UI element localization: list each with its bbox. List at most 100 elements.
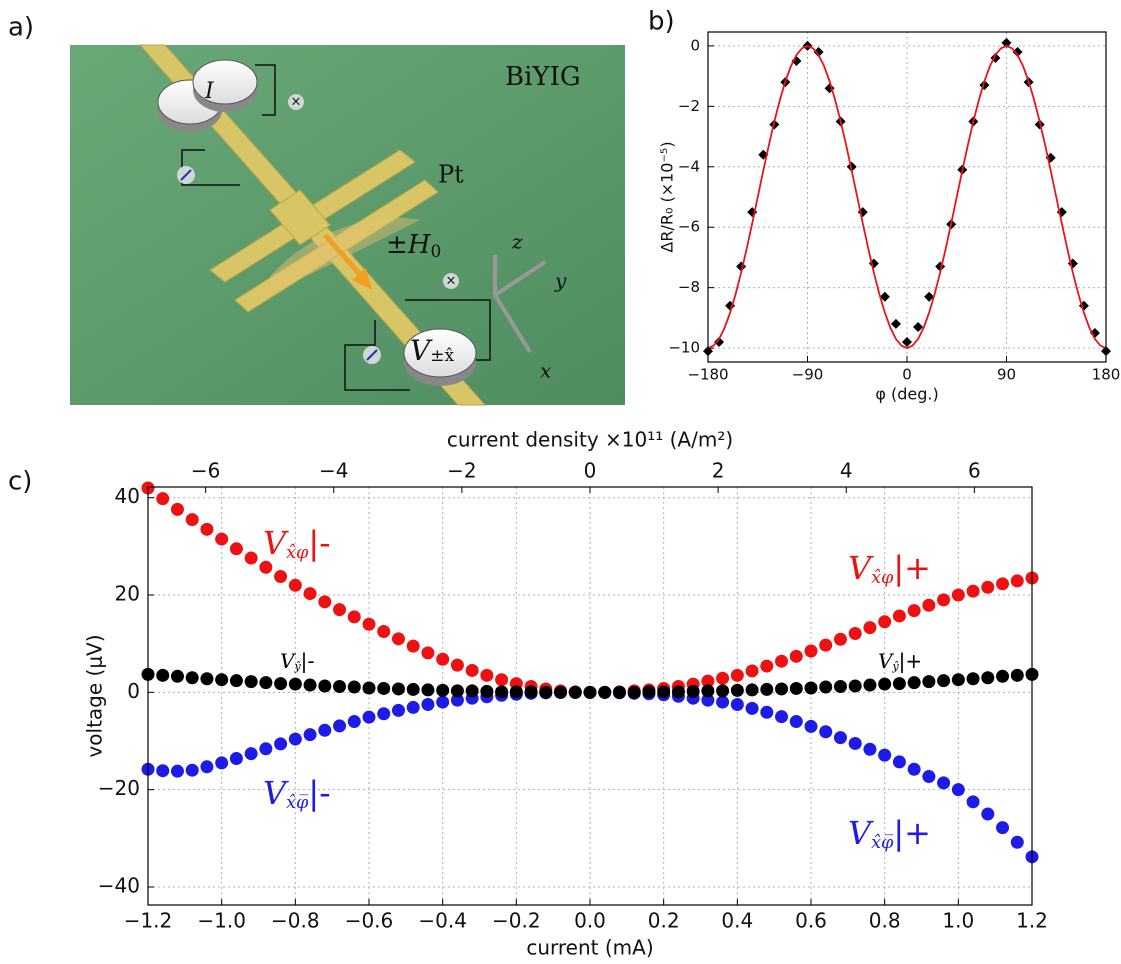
data-point bbox=[878, 615, 892, 629]
data-point bbox=[848, 736, 862, 750]
data-point bbox=[804, 681, 818, 695]
data-point bbox=[981, 807, 995, 821]
x-tick-label: −1.2 bbox=[124, 909, 173, 933]
field-arrowhead bbox=[352, 268, 372, 290]
annotation-main: V bbox=[263, 774, 289, 812]
data-point bbox=[937, 776, 951, 790]
x2-tick-label: 6 bbox=[968, 459, 981, 483]
data-point bbox=[465, 684, 479, 698]
data-point bbox=[318, 595, 332, 609]
axis-label: z bbox=[511, 230, 523, 254]
x2-tick-label: −4 bbox=[319, 459, 348, 483]
data-point bbox=[170, 669, 184, 683]
data-point bbox=[524, 685, 538, 699]
data-point bbox=[347, 680, 361, 694]
annotation-sub: ŷ bbox=[293, 660, 301, 673]
data-point bbox=[760, 705, 774, 719]
substrate bbox=[70, 45, 625, 405]
coordinate-axes bbox=[493, 255, 547, 354]
series-annotation: Vŷ|- bbox=[280, 649, 315, 674]
data-point bbox=[937, 593, 951, 607]
series-annotation: Vx̂φ|+ bbox=[848, 549, 931, 589]
axis-arrow bbox=[493, 293, 532, 354]
data-point bbox=[878, 748, 892, 762]
data-point bbox=[436, 683, 450, 697]
data-point bbox=[200, 760, 214, 774]
pole-icon bbox=[288, 94, 304, 110]
data-point bbox=[450, 693, 464, 707]
x-tick-label: 1.2 bbox=[1016, 909, 1048, 933]
data-point bbox=[966, 672, 980, 686]
x2-tick-label: 4 bbox=[840, 459, 853, 483]
data-point bbox=[730, 698, 744, 712]
data-point bbox=[333, 719, 347, 733]
annotation-main: V bbox=[848, 549, 874, 587]
data-point bbox=[863, 621, 877, 635]
x-tick-label: 0 bbox=[902, 365, 912, 383]
field-arrow bbox=[323, 233, 367, 282]
x-tick-label: −0.8 bbox=[271, 909, 320, 933]
data-point bbox=[745, 664, 759, 678]
data-point bbox=[362, 681, 376, 695]
data-point bbox=[480, 668, 494, 682]
x-tick-label: 0.4 bbox=[721, 909, 753, 933]
pole-icon bbox=[180, 169, 192, 181]
x2-tick-label: −6 bbox=[191, 459, 220, 483]
data-point bbox=[981, 671, 995, 685]
data-point bbox=[789, 715, 803, 729]
annotation-tail: |- bbox=[308, 774, 330, 812]
axis-label: x bbox=[540, 359, 551, 383]
data-point bbox=[421, 683, 435, 697]
x-tick-label: 0.8 bbox=[869, 909, 901, 933]
data-point bbox=[259, 676, 273, 690]
data-point bbox=[745, 683, 759, 697]
data-point bbox=[333, 603, 347, 617]
voltmeter-sub: ±x̂ bbox=[430, 346, 454, 366]
x2-axis-label: current density ×10¹¹ (A/m²) bbox=[447, 428, 733, 452]
data-point bbox=[730, 683, 744, 697]
y-tick-label: 40 bbox=[115, 484, 140, 508]
data-point bbox=[686, 684, 700, 698]
y-tick-label: 20 bbox=[115, 582, 140, 606]
data-point bbox=[966, 795, 980, 809]
data-point bbox=[229, 752, 243, 766]
x-tick-label: −1.0 bbox=[197, 909, 246, 933]
annotation-main: V bbox=[280, 649, 297, 673]
data-point bbox=[924, 291, 935, 302]
data-point bbox=[495, 685, 509, 699]
data-point bbox=[347, 715, 361, 729]
annotation-sub: x̂φ̅ bbox=[286, 792, 309, 813]
data-point bbox=[1010, 835, 1024, 849]
data-point bbox=[1010, 668, 1024, 682]
data-point bbox=[215, 532, 229, 546]
data-point bbox=[215, 756, 229, 770]
annotation-sub: x̂φ bbox=[286, 542, 309, 563]
y-tick-label: 0 bbox=[690, 36, 700, 54]
data-point bbox=[200, 522, 214, 536]
data-point bbox=[996, 577, 1010, 591]
data-point bbox=[819, 725, 833, 739]
data-point bbox=[480, 684, 494, 698]
data-point bbox=[657, 685, 671, 699]
data-point bbox=[813, 46, 824, 57]
data-point bbox=[819, 680, 833, 694]
series-annotation: Vx̂φ̅|+ bbox=[848, 814, 931, 854]
data-point bbox=[745, 701, 759, 715]
current-label: I bbox=[204, 79, 215, 104]
data-point bbox=[879, 291, 890, 302]
x-tick-label: 0.2 bbox=[648, 909, 680, 933]
data-point bbox=[259, 560, 273, 574]
data-point bbox=[789, 649, 803, 663]
data-point bbox=[642, 685, 656, 699]
data-point bbox=[716, 671, 730, 685]
data-point bbox=[170, 502, 184, 516]
data-point bbox=[288, 732, 302, 746]
data-point bbox=[509, 685, 523, 699]
annotation-main: V bbox=[263, 524, 289, 562]
data-point bbox=[716, 684, 730, 698]
data-point bbox=[421, 698, 435, 712]
data-point bbox=[996, 821, 1010, 835]
data-point bbox=[701, 684, 715, 698]
y-tick-label: −4 bbox=[678, 157, 700, 175]
